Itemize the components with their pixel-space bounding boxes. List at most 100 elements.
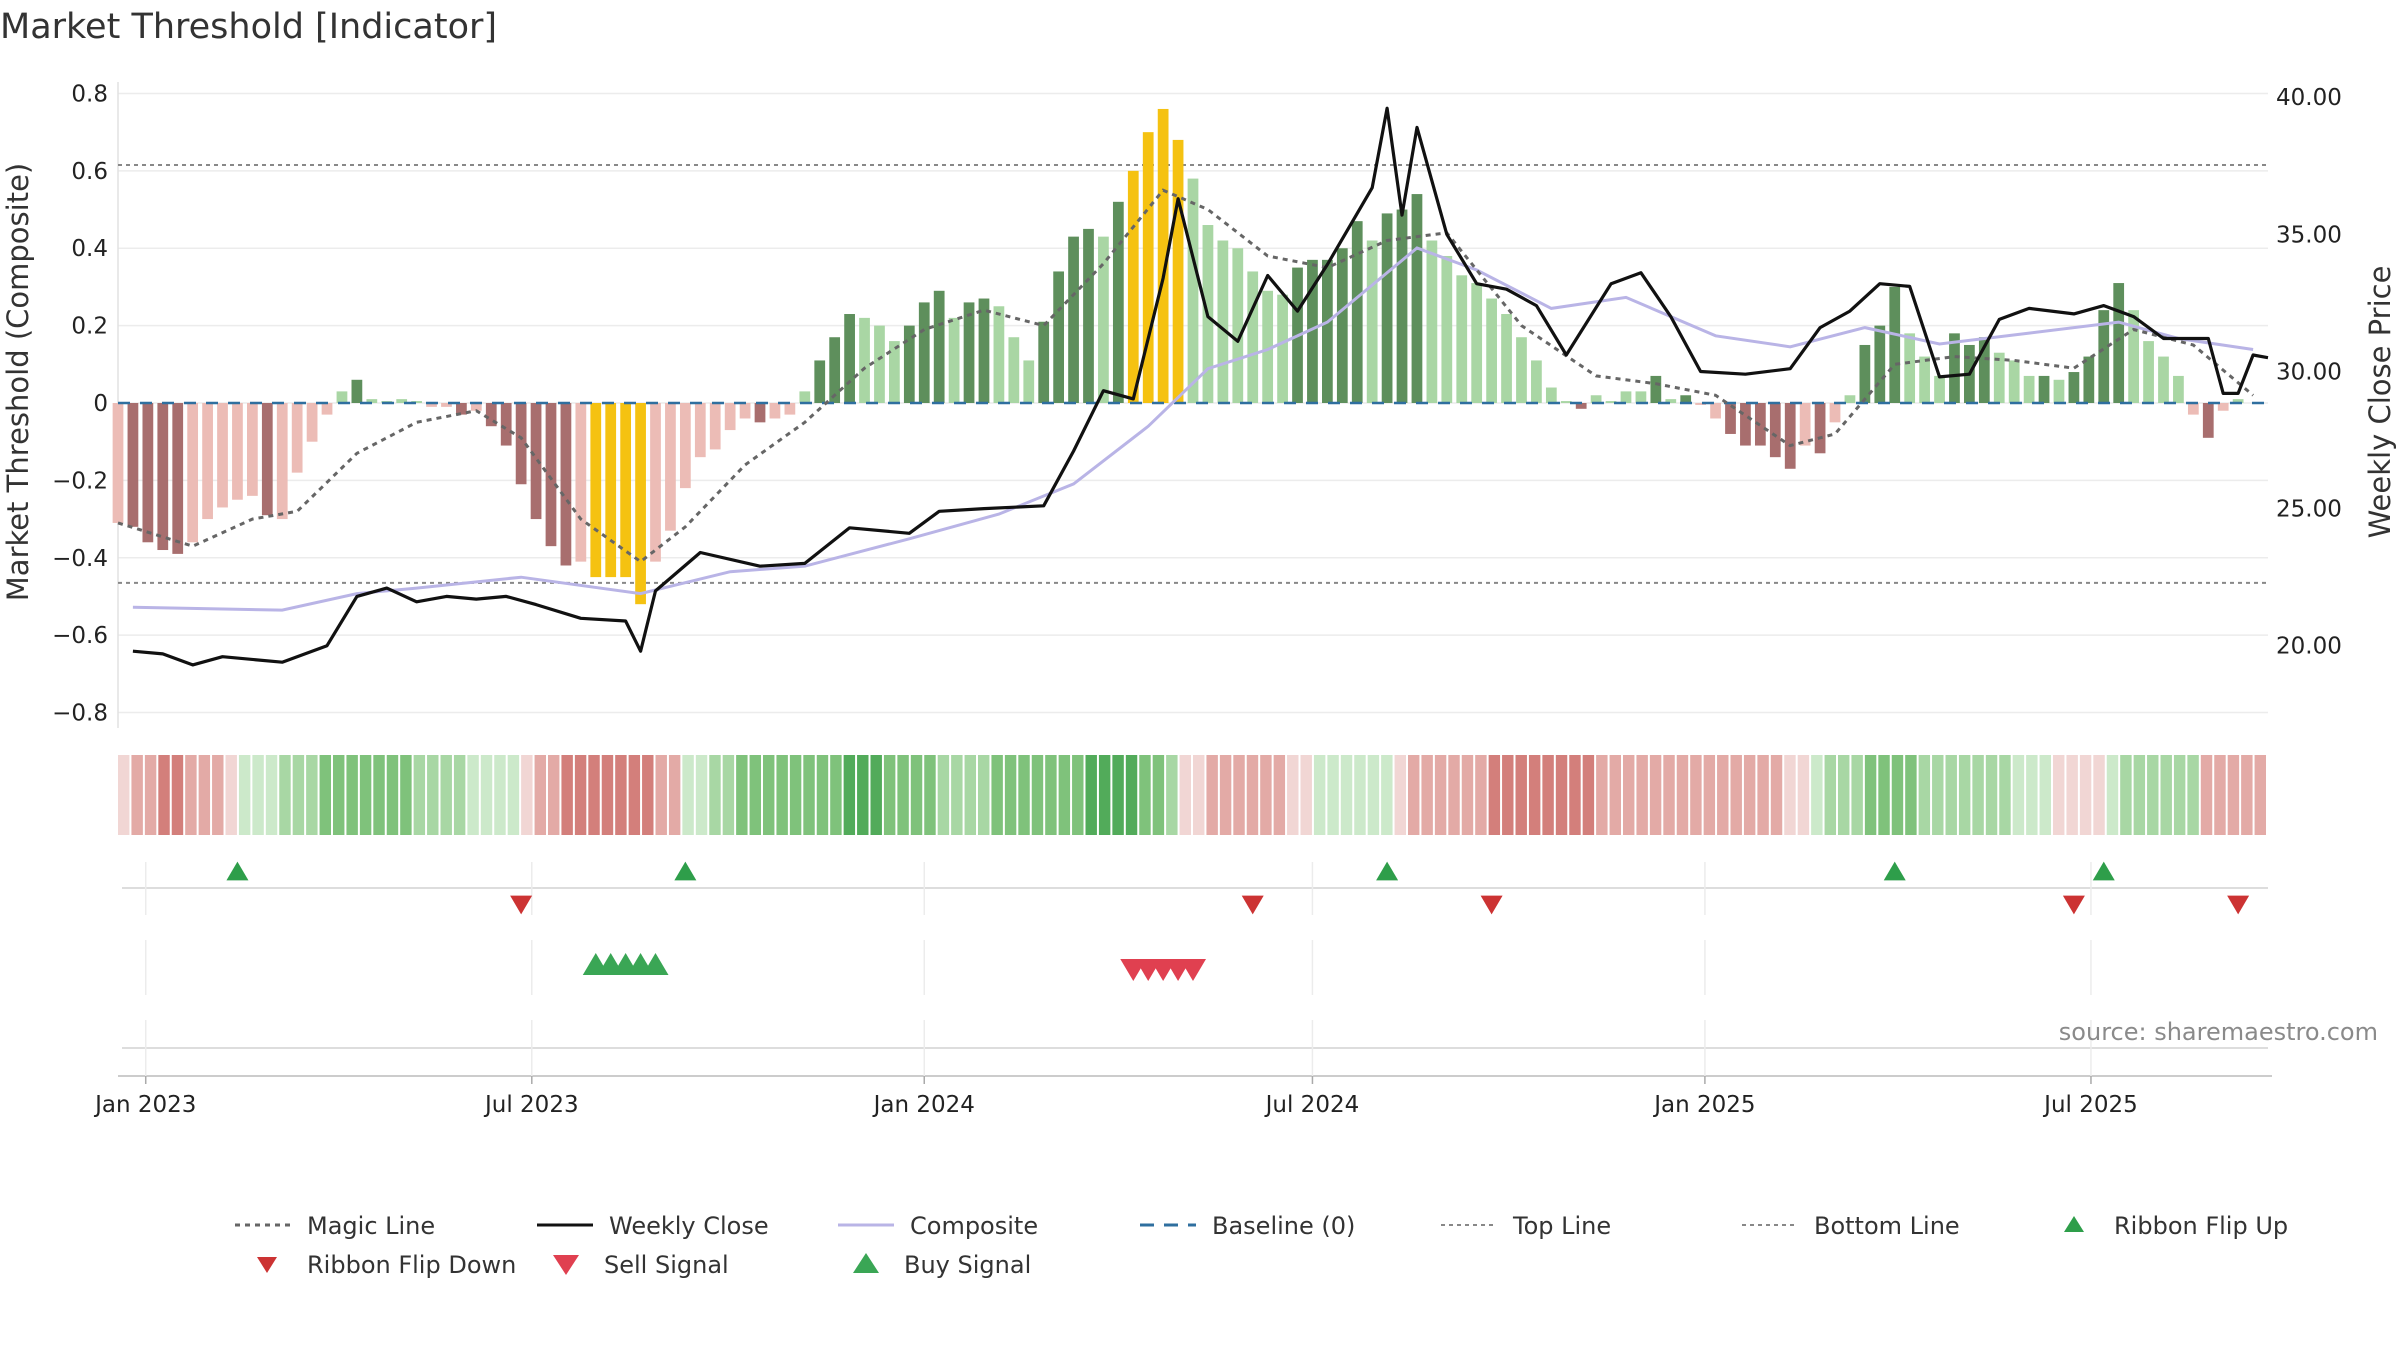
composite-bar bbox=[1680, 395, 1692, 403]
composite-bar bbox=[948, 317, 960, 403]
legend-label: Top Line bbox=[1512, 1212, 1611, 1240]
ribbon-cell bbox=[1784, 755, 1796, 835]
ribbon-cell bbox=[749, 755, 761, 835]
composite-bar bbox=[500, 403, 512, 446]
composite-bar bbox=[1531, 360, 1542, 403]
ribbon-cell bbox=[2066, 755, 2078, 835]
ribbon-cell bbox=[1206, 755, 1218, 835]
composite-bar bbox=[1665, 399, 1677, 403]
legend-item: Baseline (0) bbox=[1140, 1212, 1355, 1240]
composite-bar bbox=[441, 403, 452, 407]
composite-bar bbox=[1172, 139, 1184, 403]
ribbon-cell bbox=[1891, 755, 1904, 835]
composite-bar bbox=[1605, 401, 1617, 403]
composite-bar bbox=[247, 403, 258, 496]
composite-bar bbox=[2232, 399, 2244, 403]
y-tick-label: −0.4 bbox=[52, 546, 108, 572]
composite-bar bbox=[2143, 341, 2154, 403]
ribbon-cell bbox=[601, 755, 614, 835]
ribbon-cell bbox=[1623, 755, 1635, 835]
composite-bars bbox=[112, 108, 2244, 605]
ribbon-cell bbox=[2227, 755, 2240, 835]
ribbon-flip-up-marker bbox=[226, 861, 249, 881]
ribbon-flip-up-marker bbox=[1883, 861, 1906, 881]
ribbon-cell bbox=[682, 755, 694, 835]
ribbon-flip-down-marker bbox=[1480, 895, 1503, 915]
ribbon-cell bbox=[1448, 755, 1460, 835]
ribbon-cell bbox=[709, 755, 721, 835]
composite-bar bbox=[1053, 271, 1064, 403]
legend-swatch bbox=[853, 1253, 879, 1273]
ribbon-cell bbox=[494, 755, 506, 835]
composite-bar bbox=[993, 306, 1005, 403]
y-tick-label: 0.8 bbox=[71, 81, 108, 107]
composite-bar bbox=[1456, 275, 1468, 403]
ribbon-cell bbox=[1461, 755, 1474, 835]
composite-bar bbox=[575, 403, 587, 562]
composite-bar bbox=[1008, 337, 1020, 403]
composite-bar bbox=[1799, 403, 1811, 446]
ribbon-cell bbox=[2120, 755, 2132, 835]
ribbon-cell bbox=[1811, 755, 1823, 835]
composite-bar bbox=[918, 302, 930, 403]
ribbon-cell bbox=[816, 755, 829, 835]
composite-bar bbox=[739, 403, 751, 419]
ribbon-cell bbox=[1999, 755, 2011, 835]
ribbon-cell bbox=[924, 755, 936, 835]
composite-line bbox=[132, 246, 2254, 612]
ribbon-cell bbox=[1327, 755, 1339, 835]
ribbon-cell bbox=[1340, 755, 1353, 835]
composite-bar bbox=[1695, 403, 1707, 405]
ribbon-cell bbox=[1031, 755, 1044, 835]
ribbon-cell bbox=[1717, 755, 1729, 835]
composite-bar bbox=[933, 290, 945, 403]
ribbon-cell bbox=[2214, 755, 2226, 835]
composite-bar bbox=[1889, 286, 1901, 403]
magic-line bbox=[117, 188, 2255, 564]
composite-bar bbox=[1112, 201, 1124, 403]
legend: Magic Line Weekly Close Composite Baseline … bbox=[235, 1212, 2288, 1279]
y-tick-label: 0.4 bbox=[71, 236, 108, 262]
ribbon-cell bbox=[453, 755, 466, 835]
sell-signal-marker bbox=[1180, 958, 1206, 982]
ribbon-cell bbox=[883, 755, 896, 835]
ribbon-cell bbox=[1945, 755, 1957, 835]
composite-bar bbox=[187, 403, 199, 543]
ribbon-cell bbox=[1018, 755, 1030, 835]
composite-bar bbox=[590, 403, 602, 578]
ribbon-cell bbox=[2093, 755, 2105, 835]
ribbon-cell bbox=[1166, 755, 1178, 835]
composite-bar bbox=[2217, 403, 2229, 411]
composite-bar bbox=[1949, 333, 1960, 403]
composite-bar bbox=[366, 399, 378, 403]
legend-label: Baseline (0) bbox=[1212, 1212, 1355, 1240]
composite-bar bbox=[1187, 178, 1199, 403]
composite-bar bbox=[1366, 240, 1378, 403]
ribbon-cell bbox=[265, 755, 278, 835]
right-y-axis: 40.00 35.00 30.00 25.00 20.00 bbox=[2276, 85, 2342, 660]
ribbon-cell bbox=[1394, 755, 1406, 835]
composite-bar bbox=[172, 403, 184, 554]
signal-panels bbox=[118, 862, 2272, 1077]
ribbon-cell bbox=[803, 755, 815, 835]
ribbon-cell bbox=[588, 755, 600, 835]
ribbon-cell bbox=[2187, 755, 2199, 835]
ribbon-cell bbox=[1085, 755, 1097, 835]
x-tick-label: Jul 2025 bbox=[2042, 1092, 2138, 1118]
ribbon-cell bbox=[1045, 755, 1057, 835]
ribbon-cell bbox=[346, 755, 358, 835]
ribbon-cell bbox=[2079, 755, 2092, 835]
ribbon-cell bbox=[776, 755, 788, 835]
legend-item: Buy Signal bbox=[853, 1251, 1031, 1279]
ribbon-cell bbox=[1475, 755, 1487, 835]
y2-tick-label: 25.00 bbox=[2276, 497, 2342, 523]
ribbon-cell bbox=[642, 755, 654, 835]
ribbon-flip-down-marker bbox=[510, 895, 533, 915]
composite-bar bbox=[2128, 310, 2139, 403]
composite-bar bbox=[1307, 259, 1318, 403]
ribbon-cell bbox=[1730, 755, 1742, 835]
chart-title: Market Threshold [Indicator] bbox=[0, 7, 497, 47]
composite-bar bbox=[1575, 403, 1587, 409]
ribbon-cell bbox=[722, 755, 735, 835]
ribbon-cell bbox=[1300, 755, 1312, 835]
